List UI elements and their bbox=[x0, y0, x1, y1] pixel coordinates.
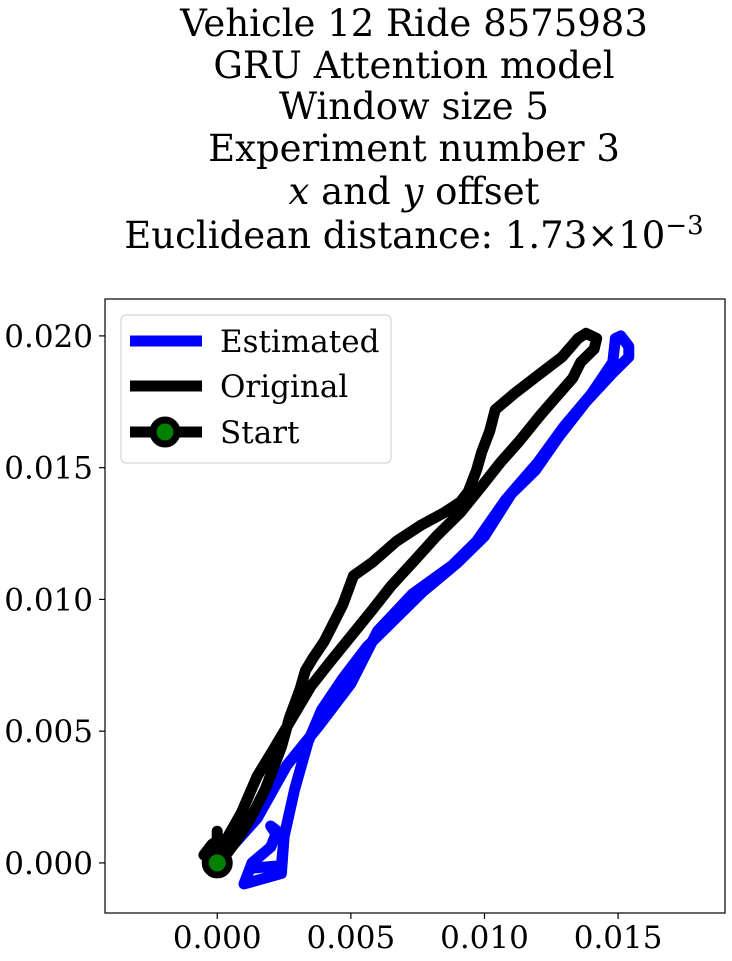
title-offset-text: offset bbox=[423, 170, 539, 213]
x-tick-label: 0.015 bbox=[574, 920, 663, 956]
legend-start-marker bbox=[149, 416, 181, 448]
legend-start-label: Start bbox=[220, 415, 300, 451]
title-line-3: Window size 5 bbox=[279, 85, 549, 128]
title-y-variable: y bbox=[401, 170, 425, 213]
y-tick-label: 0.005 bbox=[4, 714, 93, 750]
x-tick-label: 0.000 bbox=[173, 920, 262, 956]
legend-box bbox=[120, 314, 392, 464]
legend-original-label: Original bbox=[220, 369, 348, 405]
chart-title: Vehicle 12 Ride 8575983 GRU Attention mo… bbox=[124, 2, 703, 257]
title-line-4: Experiment number 3 bbox=[208, 127, 620, 170]
title-and-text: and bbox=[309, 170, 402, 213]
title-distance-mantissa: 1.73 bbox=[505, 214, 587, 257]
title-x-variable: x bbox=[289, 170, 310, 213]
y-tick-label: 0.000 bbox=[4, 846, 93, 882]
y-tick-label: 0.010 bbox=[4, 582, 93, 618]
title-line-2: GRU Attention model bbox=[213, 44, 614, 87]
y-axis: 0.000 0.005 0.010 0.015 0.020 bbox=[4, 319, 105, 882]
y-tick-label: 0.015 bbox=[4, 451, 93, 487]
title-distance-prefix: Euclidean distance: bbox=[124, 214, 505, 257]
x-tick-label: 0.005 bbox=[306, 920, 395, 956]
title-line-1: Vehicle 12 Ride 8575983 bbox=[179, 2, 648, 45]
x-axis: 0.000 0.005 0.010 0.015 bbox=[173, 913, 663, 956]
start-marker bbox=[201, 847, 233, 879]
series-layer bbox=[198, 327, 635, 890]
y-tick-label: 0.020 bbox=[4, 319, 93, 355]
title-line-6: Euclidean distance: 1.73×10−3 bbox=[124, 211, 703, 257]
series-line-estimated bbox=[211, 330, 635, 890]
series-line-original bbox=[198, 327, 603, 869]
title-line-5: x and y offset bbox=[289, 170, 540, 213]
title-distance-times: ×10 bbox=[587, 214, 665, 257]
x-tick-label: 0.010 bbox=[440, 920, 529, 956]
legend-estimated-label: Estimated bbox=[220, 324, 379, 360]
legend: Estimated Original Start bbox=[120, 314, 392, 464]
title-distance-exponent: −3 bbox=[665, 211, 703, 241]
plot-frame bbox=[104, 298, 726, 914]
